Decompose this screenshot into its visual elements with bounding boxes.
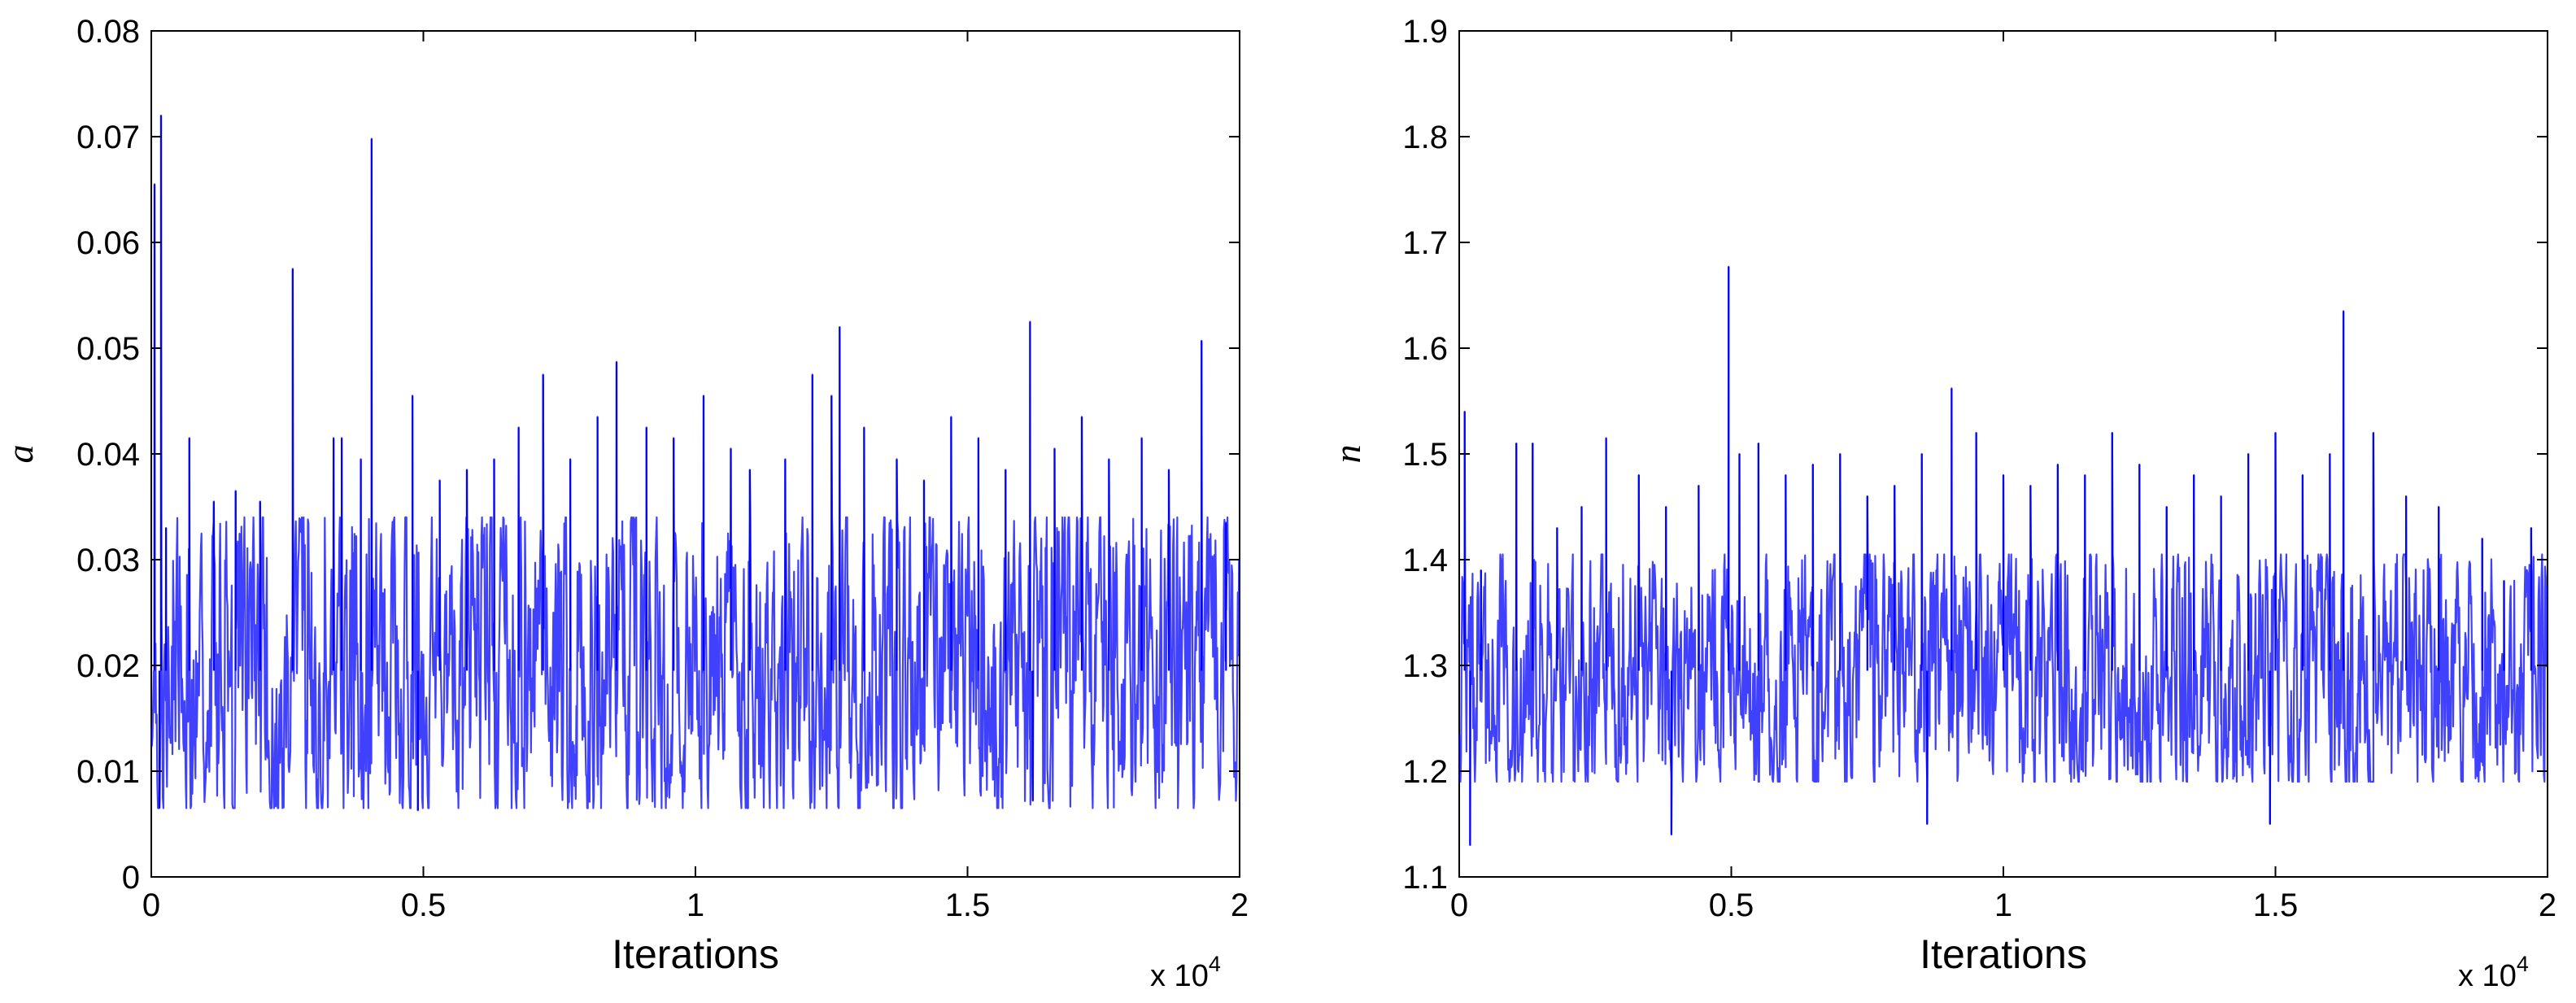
left-y-tick-label-7: 0.07	[76, 120, 140, 155]
left-trace-group	[150, 114, 1241, 812]
left-y-tick-label-0: 0	[122, 860, 140, 896]
left-x-tick-label-1: 0.5	[401, 887, 447, 923]
right-y-tick-label-0: 1.1	[1402, 860, 1448, 896]
left-y-tick-label-3: 0.03	[76, 543, 140, 578]
right-y-tick-label-4: 1.5	[1402, 437, 1448, 473]
left-x-tick-label-4: 2	[1231, 887, 1249, 923]
right-x-tick-label-3: 1.5	[2253, 887, 2299, 923]
right-x-axis-label: Iterations	[1920, 931, 2087, 977]
left-y-axis-label: a	[0, 445, 41, 464]
right-x-multiplier-exponent: 4	[2517, 952, 2529, 976]
left-y-tick-label-6: 0.06	[76, 225, 140, 261]
right-y-tick-label-6: 1.7	[1402, 225, 1448, 261]
right-trace-group	[1458, 265, 2549, 847]
left-y-tick-label-8: 0.08	[76, 14, 140, 50]
left-x-multiplier-exponent: 4	[1209, 952, 1221, 976]
right-x-multiplier-base: x 10	[2458, 959, 2517, 993]
left-y-tick-label-5: 0.05	[76, 331, 140, 367]
left-y-tick-label-2: 0.02	[76, 648, 140, 684]
right-ticks-group: 0 0.5 1 1.5 2 1.1 1.2 1.3 1.4 1.5 1.6 1.7 1.8 1.9	[1402, 14, 2556, 923]
left-panel: 0 0.5 1 1.5 2 0 0.01 0.02 0.03 0.04 0.05 0.06 0.07 0.…	[0, 14, 1249, 993]
right-panel: 0 0.5 1 1.5 2 1.1 1.2 1.3 1.4 1.5 1.6 1.7 1.8 1.9 Ite…	[1327, 14, 2556, 993]
right-y-tick-label-5: 1.6	[1402, 331, 1448, 367]
right-x-tick-label-4: 2	[2539, 887, 2556, 923]
left-x-tick-label-3: 1.5	[945, 887, 991, 923]
left-trace-line	[150, 114, 1241, 812]
left-y-tick-label-4: 0.04	[76, 437, 140, 473]
left-x-multiplier-base: x 10	[1150, 959, 1209, 993]
left-x-tick-label-0: 0	[142, 887, 160, 923]
right-y-axis-label: n	[1327, 445, 1368, 464]
right-y-tick-label-3: 1.4	[1402, 543, 1448, 578]
left-x-tick-label-2: 1	[686, 887, 704, 923]
left-x-multiplier: x 104	[1150, 952, 1221, 993]
right-x-multiplier: x 104	[2458, 952, 2529, 993]
left-ticks-group: 0 0.5 1 1.5 2 0 0.01 0.02 0.03 0.04 0.05 0.06 0.07 0.…	[76, 14, 1249, 923]
right-x-tick-label-2: 1	[1994, 887, 2012, 923]
right-y-tick-label-7: 1.8	[1402, 120, 1448, 155]
right-y-tick-label-1: 1.2	[1402, 754, 1448, 790]
left-x-axis-label: Iterations	[612, 931, 779, 977]
right-y-tick-label-2: 1.3	[1402, 648, 1448, 684]
left-y-tick-label-1: 0.01	[76, 754, 140, 790]
right-plot-frame	[1458, 30, 2548, 878]
right-y-tick-label-8: 1.9	[1402, 14, 1448, 50]
right-x-tick-label-0: 0	[1450, 887, 1468, 923]
right-x-tick-label-1: 0.5	[1709, 887, 1754, 923]
